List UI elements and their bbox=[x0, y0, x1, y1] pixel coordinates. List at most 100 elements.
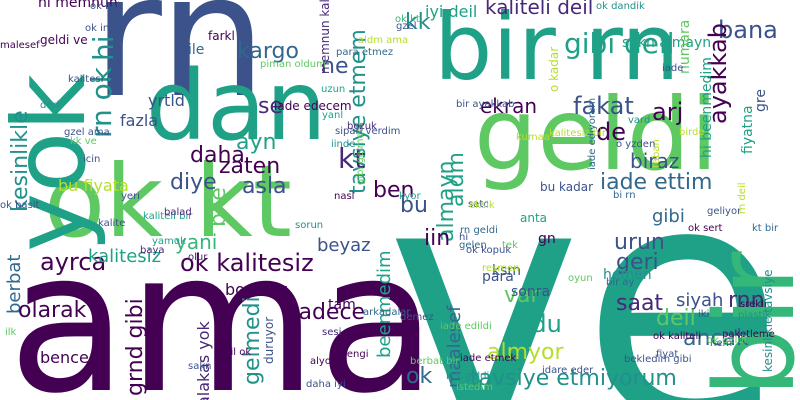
cloud-word: plastik bbox=[738, 310, 771, 321]
cloud-word: siyah bbox=[676, 290, 724, 311]
cloud-word: ok dandik bbox=[596, 1, 645, 12]
cloud-word: bir ayakkab bbox=[456, 99, 515, 110]
cloud-word: oyun bbox=[568, 273, 593, 284]
cloud-word: farkl bbox=[208, 29, 235, 43]
cloud-word: iade etmek bbox=[460, 353, 517, 364]
cloud-word: hemen bbox=[603, 267, 652, 283]
cloud-word: ile bbox=[188, 42, 205, 58]
cloud-word: diye bbox=[170, 170, 217, 195]
cloud-word: gelmedi bbox=[240, 296, 265, 385]
cloud-word: gzel bbox=[396, 21, 417, 32]
cloud-word: urun bbox=[614, 230, 665, 255]
cloud-word: hi bbox=[87, 35, 120, 61]
cloud-word: arj bbox=[652, 98, 684, 126]
cloud-word: ve bbox=[386, 113, 785, 400]
cloud-word: gre bbox=[753, 89, 769, 112]
cloud-word: kargo bbox=[237, 39, 299, 64]
cloud-word: ayrca bbox=[40, 248, 107, 276]
cloud-word: iade bbox=[662, 63, 684, 74]
cloud-word: tam bbox=[328, 297, 356, 313]
cloud-word: o yzden bbox=[616, 139, 656, 150]
cloud-word: sorun bbox=[295, 220, 324, 231]
cloud-word: duruyor bbox=[262, 316, 276, 364]
cloud-word: kalitesiz bbox=[88, 246, 162, 267]
cloud-word: berbat bir bbox=[410, 356, 460, 367]
cloud-word: kesinlikle bbox=[8, 110, 33, 212]
cloud-word: biraz bbox=[630, 149, 680, 173]
cloud-word: birde bbox=[679, 127, 705, 138]
cloud-word: deil bbox=[656, 306, 696, 331]
cloud-word: icin bbox=[83, 154, 101, 165]
cloud-word: ok bbox=[406, 364, 433, 389]
cloud-word: hi beenmedim bbox=[699, 57, 715, 158]
cloud-word: iinde bbox=[331, 139, 356, 150]
cloud-word: bir bbox=[691, 251, 800, 397]
cloud-word: baya bbox=[140, 245, 165, 256]
cloud-word: ok kt bbox=[44, 143, 292, 260]
cloud-word: ben bbox=[373, 178, 415, 203]
cloud-word: ilk bbox=[5, 327, 17, 338]
cloud-word: deil ok bbox=[218, 347, 252, 358]
cloud-word: o kadar bbox=[547, 46, 561, 92]
cloud-word: fazla bbox=[120, 111, 159, 130]
cloud-word: dan bbox=[146, 50, 327, 162]
cloud-word: grnd gibi bbox=[123, 298, 148, 396]
cloud-word: demez bbox=[400, 312, 434, 323]
cloud-word: olarak bbox=[18, 298, 87, 323]
cloud-word: iade edildi bbox=[440, 321, 492, 332]
cloud-word: bu fiyata bbox=[58, 176, 129, 195]
cloud-word: bu kadar bbox=[540, 180, 594, 194]
cloud-word: rn bbox=[92, 0, 267, 136]
cloud-word: satc bbox=[468, 199, 489, 210]
cloud-word: rengi bbox=[343, 349, 369, 360]
cloud-word: bozuk bbox=[347, 121, 377, 132]
cloud-word: para bbox=[482, 269, 514, 285]
cloud-word: bana bbox=[718, 16, 778, 44]
cloud-word: gzel ama bbox=[64, 127, 110, 138]
cloud-word: sipari verdim bbox=[335, 126, 401, 137]
cloud-word: bile bbox=[206, 187, 231, 227]
cloud-word: ok kopuk bbox=[466, 245, 512, 256]
cloud-word: kk ve bbox=[70, 136, 97, 147]
cloud-word: gibi bbox=[652, 206, 685, 227]
cloud-word: arkadalar bbox=[363, 307, 411, 318]
cloud-word: gn bbox=[538, 231, 556, 247]
cloud-word: uzun bbox=[321, 84, 346, 95]
cloud-word: kalitesi ok bbox=[68, 74, 119, 85]
cloud-word: oldu bbox=[510, 310, 562, 338]
cloud-word: daha iyi bbox=[306, 379, 346, 390]
cloud-word: geldi bbox=[474, 76, 719, 193]
cloud-word: kyor bbox=[399, 191, 421, 202]
cloud-word: bir ay bbox=[606, 277, 635, 288]
cloud-word: bu bbox=[400, 193, 428, 218]
cloud-word: de bbox=[596, 118, 626, 146]
cloud-word: vard bbox=[628, 115, 651, 126]
cloud-word: geldi ve bbox=[40, 33, 88, 47]
cloud-word: tavsiye etmiyorum bbox=[470, 366, 677, 391]
cloud-word: balad bbox=[164, 207, 192, 218]
cloud-word: malesef bbox=[0, 40, 40, 51]
cloud-word: olur bbox=[188, 252, 208, 263]
cloud-word: var bbox=[504, 283, 540, 308]
cloud-word: bir rn bbox=[434, 0, 680, 101]
cloud-word: ayn bbox=[236, 130, 277, 155]
cloud-word: ksm bbox=[492, 263, 522, 279]
cloud-word: iade edecem bbox=[274, 99, 352, 113]
cloud-word: bozuldu bbox=[225, 280, 289, 299]
cloud-word: geliyor bbox=[707, 206, 742, 217]
cloud-word: idare eder bbox=[542, 365, 594, 376]
cloud-word: daha bbox=[190, 143, 245, 168]
cloud-word: iki bbox=[698, 309, 710, 320]
cloud-word: rn geldi bbox=[460, 225, 498, 236]
cloud-word: fiyat bbox=[656, 349, 679, 360]
cloud-word: nasl bbox=[334, 191, 355, 202]
cloud-word: alyor bbox=[310, 356, 336, 367]
cloud-word: kumaa bbox=[516, 132, 550, 143]
cloud-word: ekran bbox=[480, 94, 538, 118]
cloud-word: ama bbox=[8, 209, 437, 400]
cloud-word: yamuk bbox=[152, 236, 186, 247]
cloud-word: iade ettim bbox=[600, 170, 713, 195]
cloud-word: ok kaliteli bbox=[653, 331, 702, 342]
cloud-word: hi memnun bbox=[38, 0, 118, 11]
